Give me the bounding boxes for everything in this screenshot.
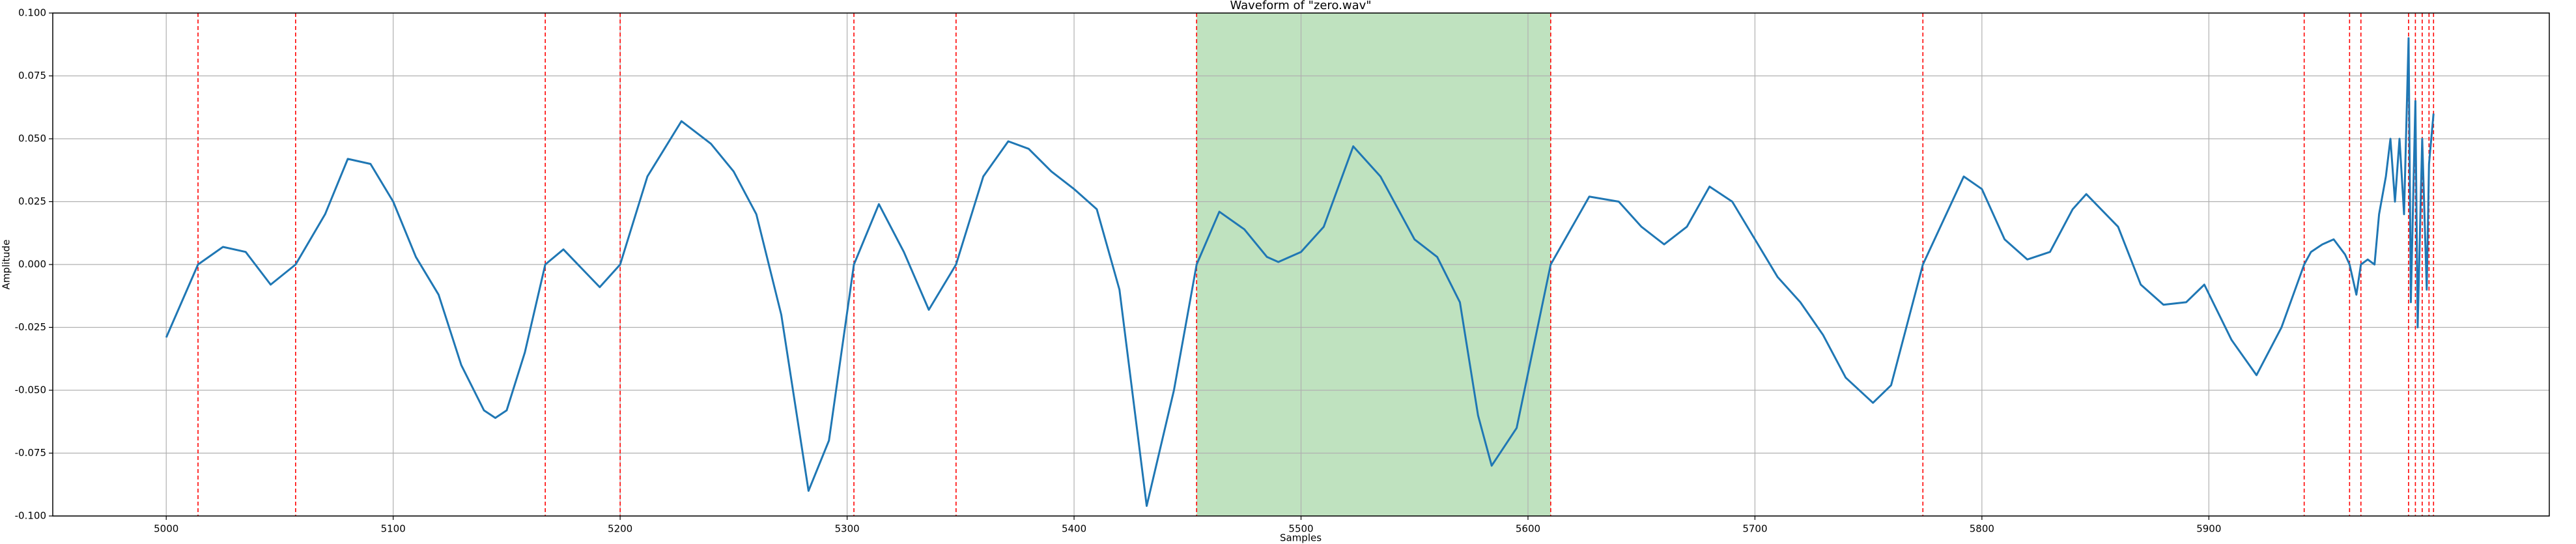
y-tick-label: 0.000 xyxy=(18,259,46,270)
x-axis-label: Samples xyxy=(1280,532,1322,544)
x-tick-label: 5700 xyxy=(1742,523,1767,535)
x-tick-label: 5500 xyxy=(1288,523,1313,535)
x-tick-label: 5200 xyxy=(608,523,632,535)
x-tick-label: 5400 xyxy=(1062,523,1086,535)
y-tick-label: 0.100 xyxy=(18,7,46,19)
y-tick-label: -0.050 xyxy=(15,384,46,396)
y-tick-label: -0.075 xyxy=(15,447,46,459)
y-tick-label: 0.050 xyxy=(18,133,46,145)
waveform-line xyxy=(165,37,2435,508)
x-tick-label: 5300 xyxy=(834,523,859,535)
y-tick-label: 0.025 xyxy=(18,195,46,207)
y-axis-label: Amplitude xyxy=(1,240,12,290)
plot-layer xyxy=(53,12,2549,517)
y-tick-label: -0.100 xyxy=(15,510,46,522)
chart-title: Waveform of "zero.wav" xyxy=(1230,0,1371,12)
x-tick-label: 5800 xyxy=(1970,523,1994,535)
x-tick-label: 5100 xyxy=(381,523,406,535)
y-tick-label: -0.025 xyxy=(15,321,46,333)
x-tick-label: 5600 xyxy=(1516,523,1540,535)
x-tick-label: 5000 xyxy=(154,523,178,535)
y-tick-label: 0.075 xyxy=(18,70,46,81)
x-tick-label: 5900 xyxy=(2196,523,2221,535)
